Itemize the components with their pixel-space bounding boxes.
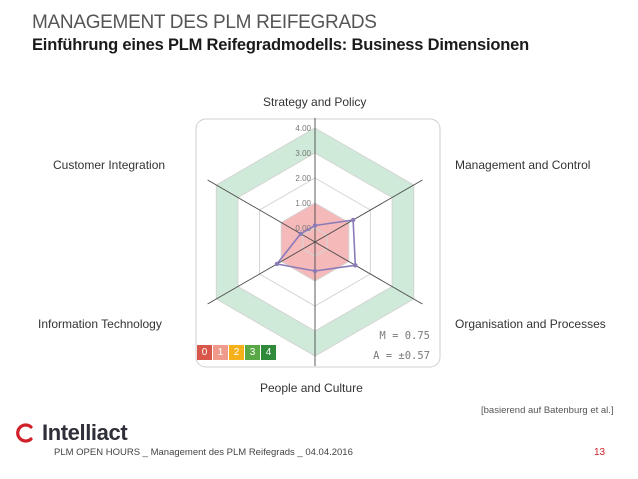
radar-tick-label: 0.00 [295, 224, 311, 233]
radar-tick-label: 1.00 [295, 199, 311, 208]
radar-point-2 [353, 263, 358, 268]
axis-label-management-control: Management and Control [455, 158, 591, 172]
page-number: 13 [594, 447, 606, 458]
radar-spoke-2 [314, 241, 423, 305]
legend-level-1: 1 [213, 345, 228, 360]
radar-point-5 [298, 231, 303, 236]
logo-text: Intelliact [42, 420, 128, 445]
radar-spoke-5 [207, 179, 316, 243]
radar-spokes [207, 118, 423, 366]
source-note: [basierend auf Batenburg et al.] [481, 405, 614, 416]
chart-frame [195, 118, 441, 368]
radar-tick-label: 4.00 [295, 124, 311, 133]
slide-title: MANAGEMENT DES PLM REIFEGRADS [32, 12, 377, 33]
radar-point-4 [274, 261, 280, 267]
deviation-stat: A = ±0.57 [373, 350, 430, 362]
radar-spoke-1 [314, 179, 423, 243]
radar-point-3 [312, 268, 318, 274]
legend-level-4: 4 [261, 345, 276, 360]
axis-label-customer-integration: Customer Integration [53, 158, 166, 172]
radar-tick-label: 2.00 [295, 174, 311, 183]
intelliact-logo-icon [16, 423, 33, 443]
maturity-legend: 0 1 2 3 4 [197, 345, 276, 360]
axis-label-strategy-policy: Strategy and Policy [263, 95, 367, 109]
footer-text: PLM OPEN HOURS _ Management des PLM Reif… [54, 447, 353, 458]
axis-label-information-technology: Information Technology [38, 317, 162, 331]
legend-level-3: 3 [245, 345, 260, 360]
radar-tick-label: 3.00 [295, 149, 311, 158]
axis-label-organisation-processes: Organisation and Processes [455, 317, 606, 331]
radar-spoke-4 [207, 241, 316, 305]
mean-stat: M = 0.75 [379, 330, 430, 342]
company-logo: Intelliact [14, 420, 128, 446]
axis-label-people-culture: People and Culture [260, 381, 363, 395]
legend-level-2: 2 [229, 345, 244, 360]
radar-series [274, 217, 358, 274]
radar-point-1 [350, 217, 356, 223]
slide-subtitle: Einführung eines PLM Reifegradmodells: B… [32, 36, 530, 54]
radar-point-0 [312, 223, 318, 228]
radar-tick-labels: 0.00 1.00 2.00 3.00 4.00 [295, 124, 311, 233]
legend-level-0: 0 [197, 345, 212, 360]
